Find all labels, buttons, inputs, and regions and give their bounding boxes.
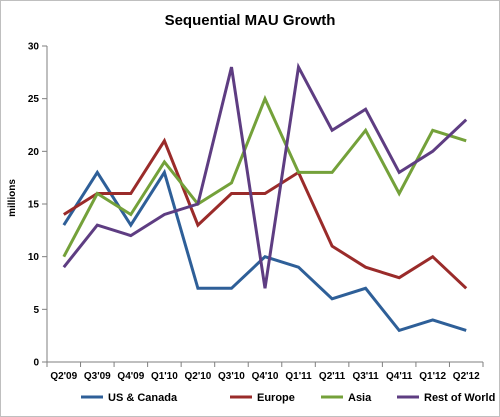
- legend-label-europe: Europe: [257, 392, 295, 404]
- legend-label-asia: Asia: [348, 392, 372, 404]
- legend-label-us-canada: US & Canada: [108, 392, 178, 404]
- chart-title: Sequential MAU Growth: [165, 12, 336, 29]
- x-tick-label: Q2'09: [50, 371, 77, 382]
- series-line-europe: [63, 137, 468, 290]
- x-tick-label: Q3'09: [84, 371, 111, 382]
- y-tick-label: 25: [28, 94, 40, 105]
- y-tick-label: 0: [33, 358, 39, 369]
- y-axis-title: millions: [7, 179, 18, 217]
- x-tick-label: Q3'11: [352, 371, 379, 382]
- y-tick-label: 15: [28, 200, 40, 211]
- x-tick-label: Q1'10: [151, 371, 178, 382]
- x-tick-label: Q1'12: [419, 371, 446, 382]
- x-tick-label: Q2'12: [453, 371, 480, 382]
- series-line-asia: [62, 94, 467, 258]
- x-tick-label: Q4'10: [252, 371, 279, 382]
- x-tick-label: Q2'11: [319, 371, 346, 382]
- x-tick-label: Q1'11: [285, 371, 312, 382]
- x-tick-label: Q4'09: [117, 371, 144, 382]
- series-layer: [62, 62, 468, 333]
- x-tick-label: Q3'10: [218, 371, 245, 382]
- y-tick-label: 10: [28, 252, 40, 263]
- series-line-us-canada: [62, 168, 467, 333]
- axes: 0 5 10 15 20 25 30 Q2'09 Q3'09 Q4'09 Q1'10 Q2'10 Q3'…: [28, 42, 484, 382]
- legend-label-rest-of-world: Rest of World: [424, 392, 495, 404]
- x-tick-label: Q4'11: [386, 371, 413, 382]
- y-tick-label: 5: [33, 305, 39, 316]
- legend: US & Canada Europe Asia Rest of World: [81, 392, 495, 404]
- y-tick-label: 30: [28, 42, 40, 53]
- y-tick-label: 20: [28, 147, 40, 158]
- x-tick-label: Q2'10: [185, 371, 212, 382]
- series-line-rest-of-world: [62, 62, 468, 289]
